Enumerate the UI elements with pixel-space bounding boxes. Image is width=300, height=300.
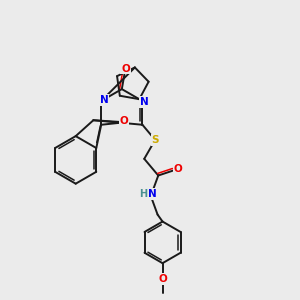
Text: H: H	[139, 189, 147, 199]
Text: O: O	[121, 64, 130, 74]
Text: O: O	[174, 164, 182, 174]
Text: O: O	[119, 116, 128, 126]
Text: N: N	[100, 95, 109, 105]
Text: N: N	[148, 189, 157, 199]
Text: N: N	[140, 97, 149, 107]
Text: O: O	[158, 274, 167, 284]
Text: S: S	[152, 135, 159, 145]
